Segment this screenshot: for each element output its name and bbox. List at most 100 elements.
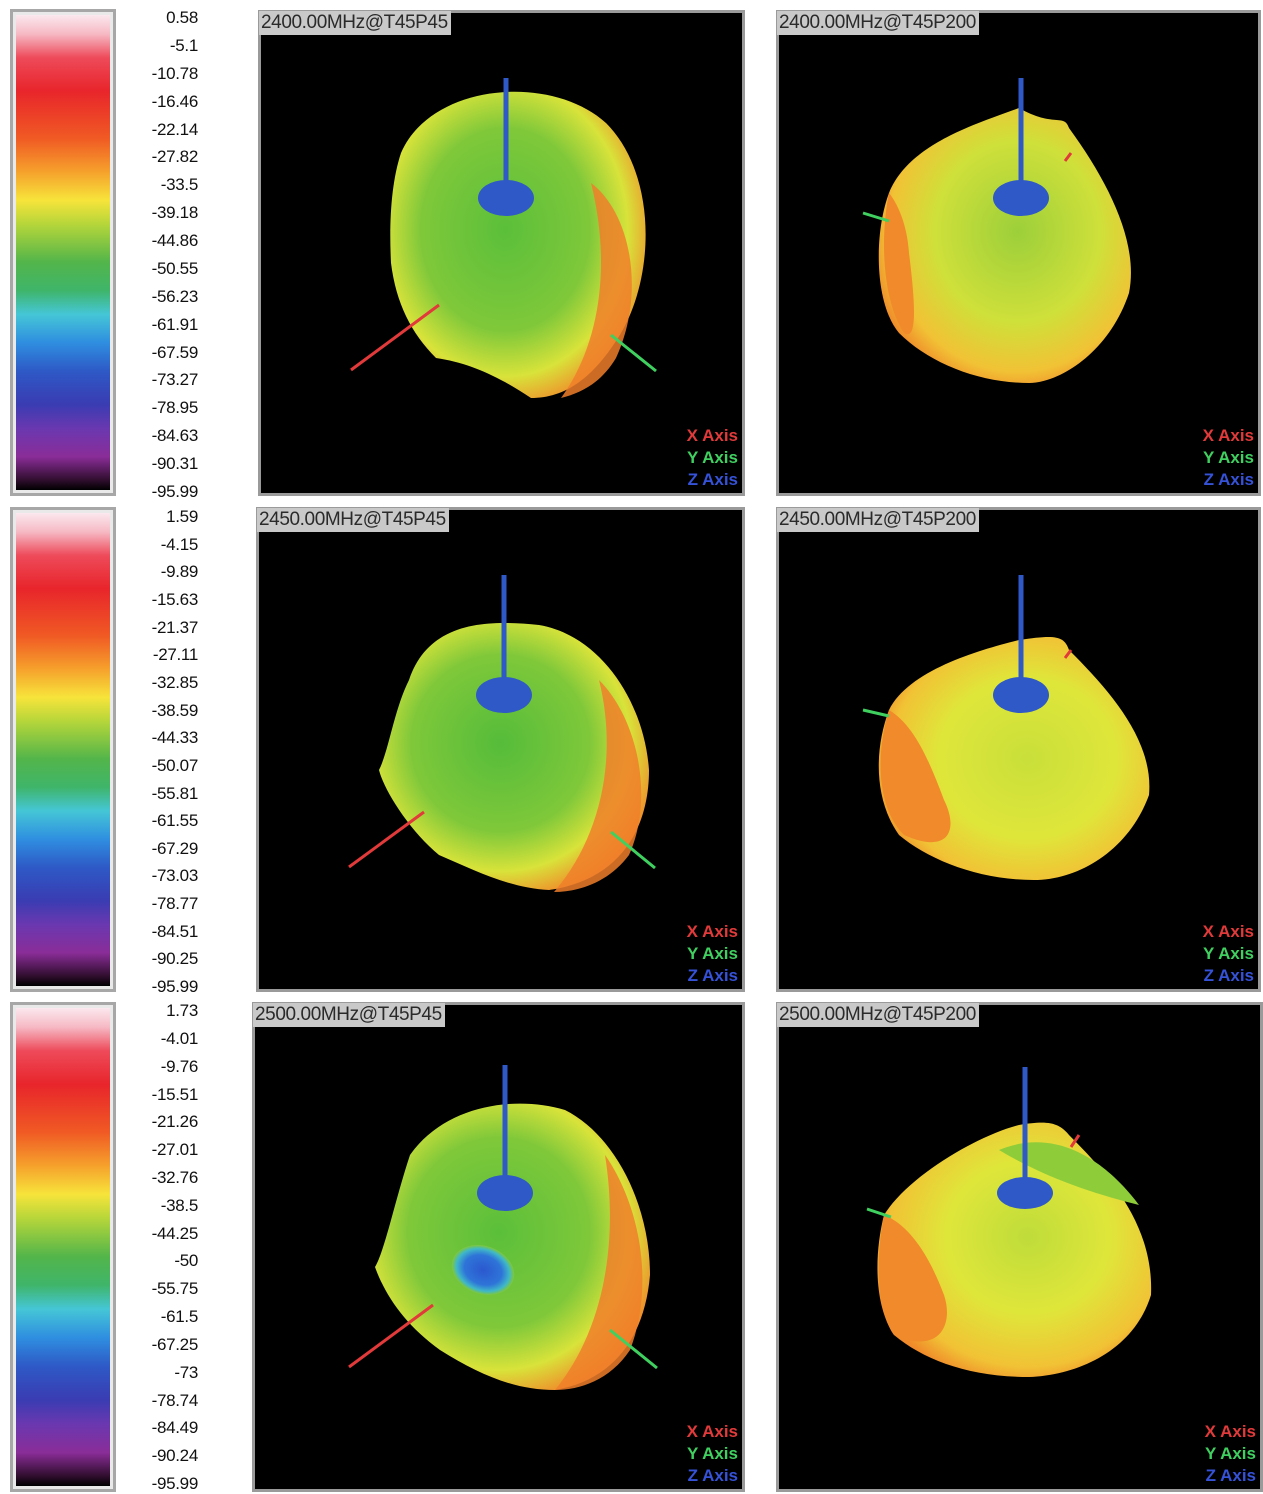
scale-tick: -15.51 <box>152 1085 198 1105</box>
scale-tick: -38.59 <box>152 701 198 721</box>
legend-x-axis: X Axis <box>1203 921 1254 943</box>
axis-legend: X Axis Y Axis Z Axis <box>687 425 738 491</box>
scale-tick: -73 <box>174 1363 198 1383</box>
scale-tick: -78.95 <box>152 398 198 418</box>
legend-y-axis: Y Axis <box>687 447 738 469</box>
scale-tick: -55.81 <box>152 784 198 804</box>
pattern-panel-right: 2500.00MHz@T45P200 X Axis Y Axis Z Axis <box>776 1002 1263 1492</box>
legend-x-axis: X Axis <box>687 921 738 943</box>
scale-tick: -44.33 <box>152 728 198 748</box>
legend-y-axis: Y Axis <box>1205 1443 1256 1465</box>
scale-tick: -90.31 <box>152 454 198 474</box>
scale-tick: -50 <box>174 1251 198 1271</box>
legend-x-axis: X Axis <box>687 1421 738 1443</box>
scale-tick: -95.99 <box>152 1474 198 1494</box>
scale-tick: -61.55 <box>152 811 198 831</box>
scale-tick: -27.01 <box>152 1140 198 1160</box>
scale-tick: -4.01 <box>161 1029 198 1049</box>
scale-tick: -21.37 <box>152 618 198 638</box>
scale-tick: 1.59 <box>166 507 198 527</box>
scale-tick: 0.58 <box>166 8 198 28</box>
scale-tick: -67.25 <box>152 1335 198 1355</box>
scale-tick: -4.15 <box>161 535 198 555</box>
panel-title: 2500.00MHz@T45P45 <box>253 1003 445 1027</box>
scale-tick: -32.85 <box>152 673 198 693</box>
scale-tick: -16.46 <box>152 92 198 112</box>
axis-legend: X Axis Y Axis Z Axis <box>1203 425 1254 491</box>
radiation-pattern-3d <box>261 13 742 493</box>
legend-y-axis: Y Axis <box>1203 943 1254 965</box>
scale-tick: -44.86 <box>152 231 198 251</box>
legend-z-axis: Z Axis <box>1205 1465 1256 1487</box>
legend-x-axis: X Axis <box>1205 1421 1256 1443</box>
scale-tick: -50.07 <box>152 756 198 776</box>
y-axis-line <box>863 710 889 716</box>
x-axis-line <box>349 812 424 867</box>
scale-tick: -15.63 <box>152 590 198 610</box>
scale-tick: -78.74 <box>152 1391 198 1411</box>
pattern-panel-left: 2400.00MHz@T45P45 X Axis Y Axis Z Axis <box>258 10 745 496</box>
scale-tick: -61.5 <box>161 1307 198 1327</box>
pattern-panel-left: 2500.00MHz@T45P45 X Axis Y Axis Z Axis <box>252 1002 745 1492</box>
scale-ticks: 1.73 -4.01 -9.76 -15.51 -21.26 -27.01 -3… <box>118 1011 198 1484</box>
scale-tick: -10.78 <box>152 64 198 84</box>
legend-x-axis: X Axis <box>1203 425 1254 447</box>
legend-z-axis: Z Axis <box>1203 965 1254 987</box>
scale-tick: -61.91 <box>152 315 198 335</box>
panel-title: 2400.00MHz@T45P45 <box>259 11 451 35</box>
pattern-row-2400: 0.58 -5.1 -10.78 -16.46 -22.14 -27.82 -3… <box>0 0 1263 497</box>
scale-tick: -78.77 <box>152 894 198 914</box>
scale-tick: -90.24 <box>152 1446 198 1466</box>
pattern-panel-right: 2450.00MHz@T45P200 X Axis Y Axis Z Axis <box>776 507 1261 992</box>
scale-tick: -84.49 <box>152 1418 198 1438</box>
legend-z-axis: Z Axis <box>687 469 738 491</box>
axis-legend: X Axis Y Axis Z Axis <box>1205 1421 1256 1487</box>
panel-title: 2400.00MHz@T45P200 <box>777 11 979 35</box>
legend-y-axis: Y Axis <box>687 943 738 965</box>
scale-tick: -9.89 <box>161 562 198 582</box>
panel-title: 2500.00MHz@T45P200 <box>777 1003 979 1027</box>
radiation-pattern-3d <box>779 13 1258 493</box>
panel-title: 2450.00MHz@T45P45 <box>257 508 449 532</box>
color-scale-bar <box>10 1002 116 1492</box>
pattern-panel-left: 2450.00MHz@T45P45 X Axis Y Axis Z Axis <box>256 507 745 992</box>
radiation-pattern-3d <box>259 510 742 989</box>
scale-tick: -84.63 <box>152 426 198 446</box>
legend-x-axis: X Axis <box>687 425 738 447</box>
legend-y-axis: Y Axis <box>687 1443 738 1465</box>
scale-tick: -55.75 <box>152 1279 198 1299</box>
scale-tick: -27.11 <box>153 645 198 665</box>
scale-tick: 1.73 <box>166 1001 198 1021</box>
scale-tick: -22.14 <box>152 120 198 140</box>
scale-tick: -44.25 <box>152 1224 198 1244</box>
legend-z-axis: Z Axis <box>1203 469 1254 491</box>
scale-tick: -27.82 <box>152 147 198 167</box>
scale-tick: -50.55 <box>152 259 198 279</box>
axis-legend: X Axis Y Axis Z Axis <box>1203 921 1254 987</box>
legend-z-axis: Z Axis <box>687 1465 738 1487</box>
scale-tick: -84.51 <box>152 922 198 942</box>
scale-ticks: 0.58 -5.1 -10.78 -16.46 -22.14 -27.82 -3… <box>118 18 198 492</box>
scale-tick: -73.03 <box>152 866 198 886</box>
pattern-row-2500: 1.73 -4.01 -9.76 -15.51 -21.26 -27.01 -3… <box>0 994 1263 1494</box>
scale-tick: -39.18 <box>152 203 198 223</box>
scale-tick: -33.5 <box>161 175 198 195</box>
scale-tick: -56.23 <box>152 287 198 307</box>
panel-title: 2450.00MHz@T45P200 <box>777 508 979 532</box>
pattern-row-2450: 1.59 -4.15 -9.89 -15.63 -21.37 -27.11 -3… <box>0 497 1263 994</box>
radiation-pattern-3d <box>779 1005 1260 1489</box>
legend-y-axis: Y Axis <box>1203 447 1254 469</box>
scale-tick: -90.25 <box>152 949 198 969</box>
scale-tick: -38.5 <box>161 1196 198 1216</box>
scale-ticks: 1.59 -4.15 -9.89 -15.63 -21.37 -27.11 -3… <box>118 517 198 987</box>
scale-tick: -21.26 <box>152 1112 198 1132</box>
scale-tick: -73.27 <box>152 370 198 390</box>
pattern-panel-right: 2400.00MHz@T45P200 X Axis Y Axis Z Axis <box>776 10 1261 496</box>
legend-z-axis: Z Axis <box>687 965 738 987</box>
radiation-pattern-3d <box>255 1005 742 1489</box>
scale-tick: -9.76 <box>161 1057 198 1077</box>
axis-legend: X Axis Y Axis Z Axis <box>687 921 738 987</box>
scale-tick: -67.29 <box>152 839 198 859</box>
scale-tick: -32.76 <box>152 1168 198 1188</box>
radiation-pattern-3d <box>779 510 1258 989</box>
